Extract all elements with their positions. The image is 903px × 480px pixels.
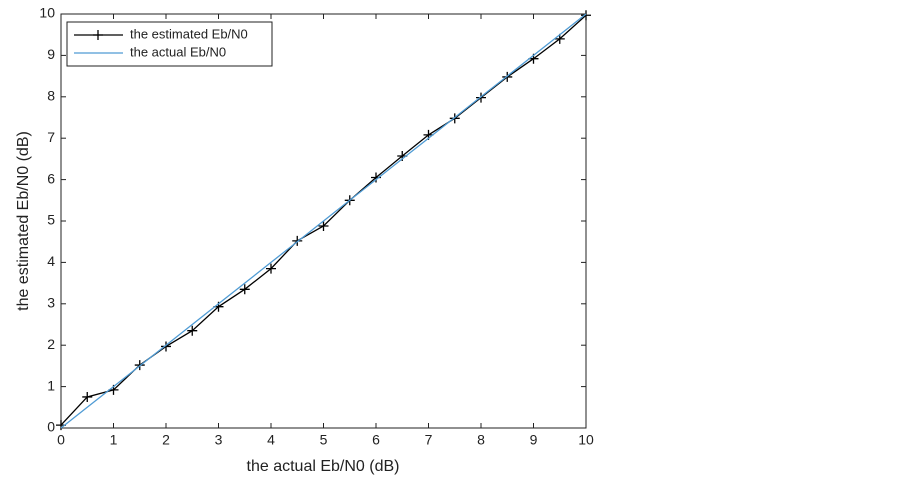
y-tick-label: 5 bbox=[47, 212, 55, 228]
legend-marker bbox=[93, 30, 103, 40]
y-tick-label: 9 bbox=[47, 46, 55, 62]
y-tick-label: 8 bbox=[47, 88, 55, 104]
y-axis-label: the estimated Eb/N0 (dB) bbox=[15, 131, 32, 311]
point-marker bbox=[161, 341, 171, 352]
x-tick-label: 5 bbox=[320, 432, 328, 448]
point-marker bbox=[266, 263, 276, 274]
point-marker bbox=[502, 71, 513, 82]
series-line bbox=[60, 13, 587, 429]
x-tick-label: 4 bbox=[267, 432, 275, 448]
point-marker bbox=[292, 235, 303, 246]
x-tick-label: 1 bbox=[110, 432, 118, 448]
point-marker bbox=[82, 391, 93, 402]
x-axis-label: the actual Eb/N0 (dB) bbox=[247, 458, 400, 475]
y-tick-label: 3 bbox=[47, 295, 55, 311]
y-tick-label: 0 bbox=[47, 419, 55, 435]
y-tick-label: 1 bbox=[47, 377, 55, 393]
x-tick-label: 6 bbox=[372, 432, 380, 448]
point-marker bbox=[581, 10, 591, 21]
x-tick-label: 7 bbox=[425, 432, 433, 448]
point-marker bbox=[449, 113, 460, 124]
legend-label: the estimated Eb/N0 bbox=[130, 26, 248, 41]
y-tick-label: 2 bbox=[47, 336, 55, 352]
y-tick-label: 7 bbox=[47, 129, 55, 145]
point-marker bbox=[187, 325, 198, 336]
point-marker bbox=[318, 220, 329, 231]
x-tick-label: 0 bbox=[57, 432, 65, 448]
y-tick-label: 4 bbox=[47, 253, 55, 269]
y-tick-label: 6 bbox=[47, 170, 55, 186]
x-tick-label: 2 bbox=[162, 432, 170, 448]
point-marker bbox=[134, 360, 145, 371]
x-tick-label: 3 bbox=[215, 432, 223, 448]
y-tick-label: 10 bbox=[39, 5, 55, 21]
x-tick-label: 8 bbox=[477, 432, 485, 448]
legend-box bbox=[66, 21, 273, 67]
point-marker bbox=[239, 284, 250, 295]
x-tick-label: 9 bbox=[530, 432, 538, 448]
legend-label: the actual Eb/N0 bbox=[130, 44, 226, 59]
x-tick-label: 10 bbox=[578, 432, 594, 448]
point-marker bbox=[476, 92, 486, 103]
